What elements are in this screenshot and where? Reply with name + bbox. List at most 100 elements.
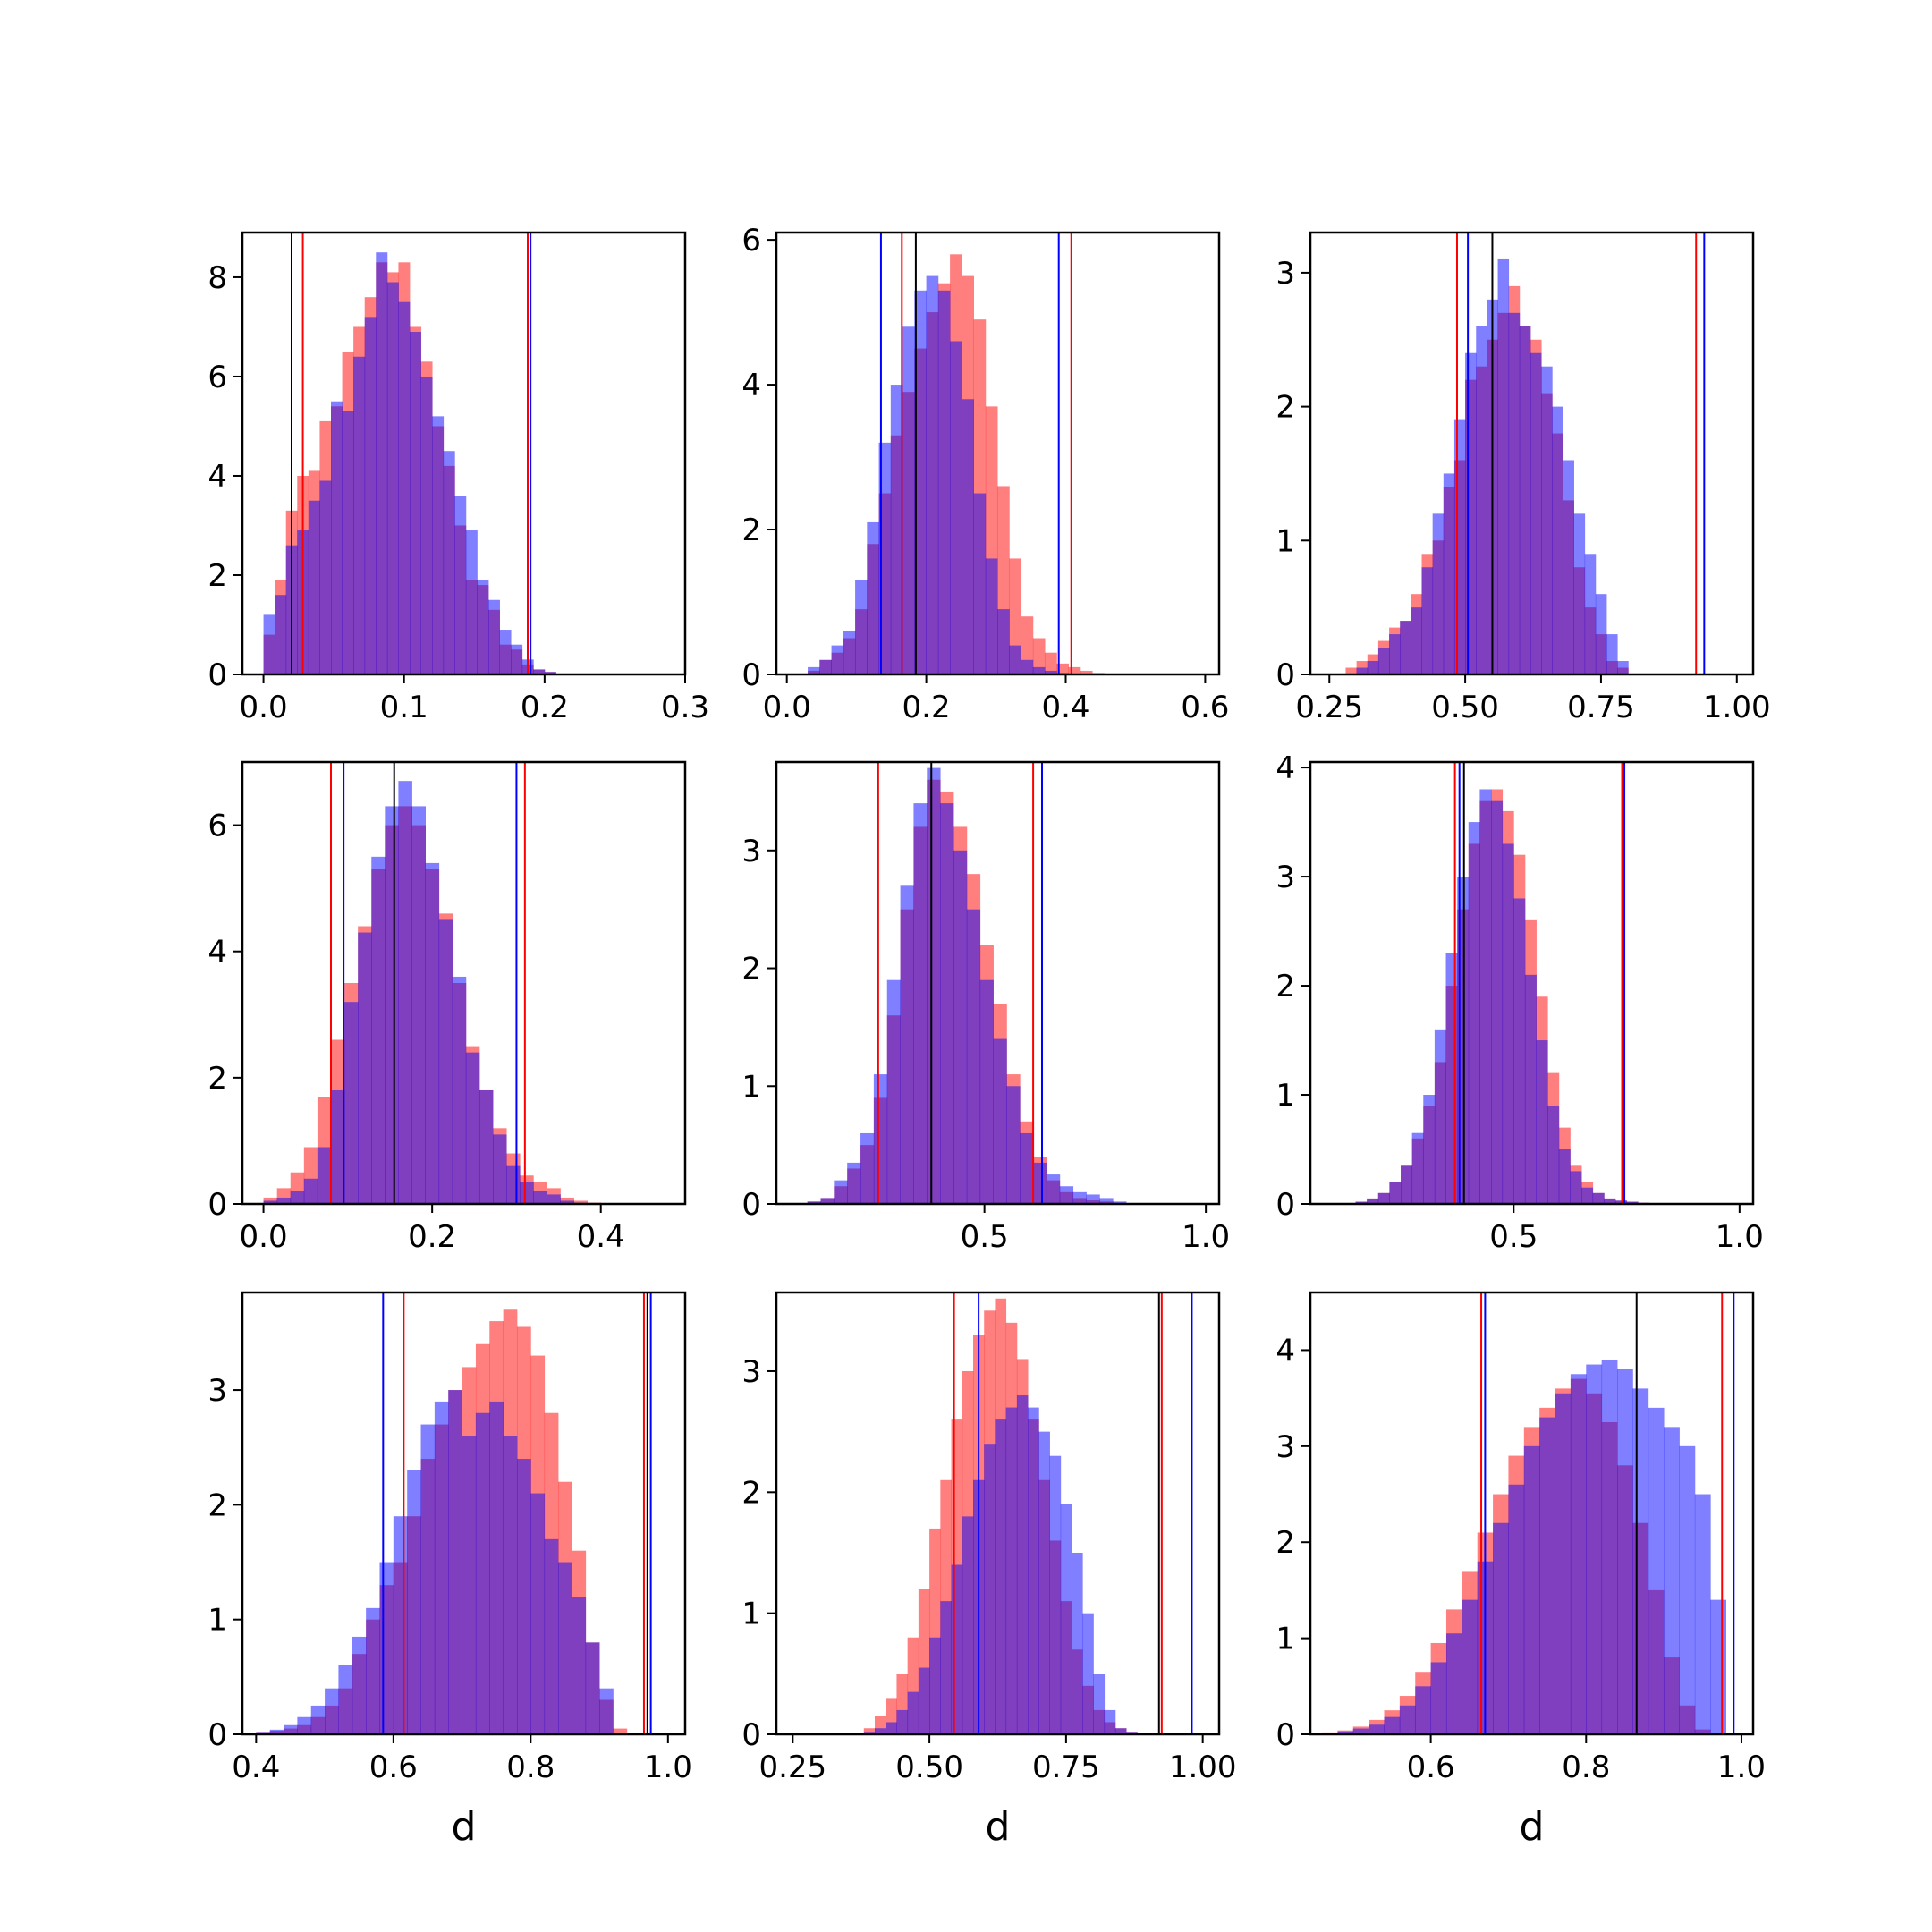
blue-histogram-bar bbox=[863, 1732, 876, 1734]
blue-histogram-bar bbox=[1400, 621, 1411, 674]
blue-histogram-bar bbox=[1006, 1086, 1021, 1204]
subplot-r2c0: 0.4 0.6 0.8 1.0 0 1 2 3 d bbox=[208, 1291, 692, 1850]
blue-histogram-bar bbox=[462, 1436, 477, 1734]
red-histogram-bar bbox=[613, 1728, 628, 1734]
x-tick-label: 0.0 bbox=[240, 690, 288, 725]
blue-histogram-bar bbox=[398, 781, 412, 1204]
axes-frame bbox=[775, 760, 1221, 1206]
blue-histogram-bar bbox=[520, 1182, 534, 1204]
x-tick-label: 0.75 bbox=[1567, 690, 1635, 725]
x-tick-label: 0.50 bbox=[1431, 690, 1499, 725]
blue-histogram-bar bbox=[1581, 1187, 1594, 1204]
blue-histogram-bar bbox=[914, 290, 927, 674]
blue-histogram-bar bbox=[1072, 1191, 1087, 1204]
blue-histogram-bar bbox=[477, 580, 489, 674]
x-axis-label: d bbox=[452, 1804, 477, 1850]
x-tick-label: 0.6 bbox=[1181, 690, 1229, 725]
blue-histogram-bar bbox=[1453, 419, 1466, 674]
x-tick-label: 0.3 bbox=[661, 690, 709, 725]
plot-area-r0c1 bbox=[808, 233, 1117, 674]
blue-histogram-bar bbox=[890, 385, 903, 674]
plot-area-r2c2 bbox=[1322, 1292, 1735, 1734]
blue-histogram-bar bbox=[1536, 1040, 1548, 1204]
blue-histogram-bar bbox=[962, 399, 974, 674]
blue-histogram-bar bbox=[1399, 1705, 1416, 1734]
blue-histogram-bar bbox=[843, 631, 856, 674]
blue-histogram-bar bbox=[530, 1493, 546, 1734]
x-tick-label: 0.5 bbox=[961, 1219, 1009, 1255]
blue-histogram-bar bbox=[1082, 1613, 1094, 1734]
blue-histogram-bar bbox=[937, 290, 951, 674]
blue-histogram-bar bbox=[1377, 648, 1390, 674]
blue-histogram-bar bbox=[572, 1597, 587, 1734]
blue-histogram-bar bbox=[511, 644, 523, 674]
blue-histogram-bar bbox=[438, 919, 453, 1204]
y-tick-label: 2 bbox=[741, 1475, 761, 1511]
blue-histogram-bar bbox=[1547, 1106, 1560, 1204]
y-tick-label: 6 bbox=[741, 223, 761, 258]
blue-histogram-bar bbox=[940, 1601, 952, 1734]
blue-histogram-bar bbox=[1570, 1171, 1582, 1204]
red-histogram-bar bbox=[863, 1728, 876, 1734]
blue-histogram-bar bbox=[1614, 1200, 1627, 1204]
axes-frame bbox=[1309, 1291, 1755, 1736]
blue-histogram-bar bbox=[263, 1200, 278, 1204]
blue-histogram-bar bbox=[1104, 1709, 1116, 1734]
blue-histogram-bar bbox=[364, 317, 377, 674]
blue-histogram-bar bbox=[1570, 1374, 1587, 1734]
blue-histogram-bar bbox=[1009, 645, 1022, 674]
blue-histogram-bar bbox=[984, 1444, 996, 1734]
blue-histogram-bar bbox=[819, 659, 832, 674]
blue-histogram-bar bbox=[1114, 1728, 1127, 1734]
blue-histogram-bar bbox=[420, 376, 433, 674]
x-tick-label: 0.75 bbox=[1032, 1750, 1100, 1785]
blue-histogram-bar bbox=[1476, 326, 1487, 674]
axes-frame bbox=[241, 1291, 687, 1736]
blue-histogram-bar bbox=[1367, 1198, 1379, 1204]
blue-histogram-bar bbox=[263, 614, 275, 674]
y-tick-label: 1 bbox=[741, 1069, 761, 1105]
blue-histogram-bar bbox=[1434, 1029, 1446, 1204]
plot-area-r2c1 bbox=[863, 1292, 1193, 1734]
blue-histogram-bar bbox=[544, 672, 556, 674]
x-tick-label: 0.50 bbox=[895, 1750, 963, 1785]
blue-histogram-bar bbox=[317, 1147, 332, 1204]
blue-histogram-bar bbox=[907, 1691, 919, 1734]
x-tick-label: 0.1 bbox=[380, 690, 428, 725]
x-tick-label: 0.2 bbox=[902, 690, 951, 725]
y-tick-label: 1 bbox=[741, 1597, 761, 1632]
blue-histogram-bar bbox=[1033, 1162, 1047, 1204]
blue-histogram-bar bbox=[1005, 1407, 1018, 1734]
x-tick-label: 1.0 bbox=[644, 1750, 692, 1785]
y-tick-label: 2 bbox=[208, 1487, 227, 1523]
x-tick-label: 0.6 bbox=[1407, 1750, 1455, 1785]
blue-histogram-bar bbox=[425, 862, 440, 1204]
blue-histogram-bar bbox=[1443, 473, 1455, 674]
blue-histogram-bar bbox=[808, 666, 820, 674]
blue-histogram-bar bbox=[831, 645, 844, 674]
blue-histogram-bar bbox=[503, 1436, 518, 1734]
blue-histogram-bar bbox=[918, 1667, 930, 1734]
y-tick-label: 6 bbox=[208, 809, 227, 844]
blue-histogram-bar bbox=[995, 1419, 1007, 1734]
x-tick-label: 0.0 bbox=[763, 690, 811, 725]
blue-histogram-bar bbox=[847, 1162, 861, 1204]
blue-histogram-bar bbox=[1679, 1445, 1696, 1734]
subplot-r2c1: 0.25 0.50 0.75 1.00 0 1 2 3 d bbox=[741, 1291, 1237, 1850]
blue-histogram-bar bbox=[860, 1132, 875, 1204]
blue-histogram-bar bbox=[902, 326, 915, 674]
y-tick-label: 1 bbox=[1275, 1078, 1295, 1114]
blue-histogram-bar bbox=[331, 1089, 345, 1204]
blue-histogram-bar bbox=[1401, 1165, 1413, 1204]
axes-frame bbox=[241, 760, 687, 1206]
y-tick-label: 3 bbox=[741, 1354, 761, 1390]
x-tick-label: 1.0 bbox=[1716, 1219, 1764, 1255]
blue-histogram-bar bbox=[1113, 1201, 1127, 1204]
x-tick-label: 0.2 bbox=[521, 690, 569, 725]
blue-histogram-bar bbox=[1694, 1494, 1711, 1734]
blue-histogram-bar bbox=[1421, 567, 1434, 674]
blue-histogram-bar bbox=[1519, 326, 1531, 674]
y-tick-label: 1 bbox=[208, 1603, 227, 1639]
x-tick-label: 0.25 bbox=[758, 1750, 826, 1785]
